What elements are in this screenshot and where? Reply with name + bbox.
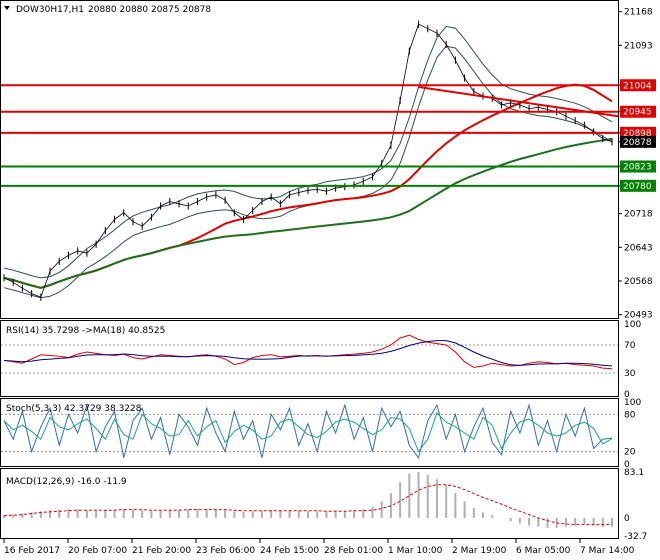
rsi-y-tick-label: 100: [624, 320, 641, 330]
stoch-y-tick-label: 0: [624, 460, 630, 470]
price-tag-label: 20945: [623, 108, 652, 118]
rsi-y-tick-label: 0: [624, 390, 630, 400]
price-y-tick-label: 20493: [624, 311, 653, 321]
price-tag-label: 20898: [623, 129, 652, 139]
stoch-main-line: [3, 403, 613, 459]
price-tag-label: 20878: [623, 138, 652, 148]
price-ohlc: 20880 20880 20875 20878: [88, 5, 211, 15]
stoch-signal-line: [3, 411, 613, 453]
rsi-ma-line: [3, 340, 613, 367]
macd-signal-line: [3, 484, 613, 526]
time-tick-label: 20 Feb 07:00: [68, 546, 127, 556]
time-tick-label: 24 Feb 15:00: [260, 546, 319, 556]
rsi-y-tick-label: 30: [624, 369, 636, 379]
price-y-tick-label: 20718: [624, 210, 653, 220]
collapse-triangle-icon[interactable]: [4, 6, 10, 10]
price-title: DOW30H17,H1: [16, 5, 84, 15]
rsi-title: RSI(14) 35.7298 ->MA(18) 40.8525: [6, 326, 165, 336]
price-y-tick-label: 21093: [624, 41, 653, 51]
macd-y-tick-label: -32.7: [624, 532, 647, 542]
trend-line: [418, 86, 619, 118]
ma-green-line: [3, 137, 613, 289]
time-tick-label: 28 Feb 01:00: [324, 546, 383, 556]
macd-y-tick-label: 83.1: [624, 468, 644, 478]
stoch-panel: 100 80 20 0 Stoch(5,3,3) 42.3729 38.3228: [0, 398, 641, 470]
price-y-tick-label: 21168: [624, 8, 653, 18]
stoch-y-tick-label: 80: [624, 410, 636, 420]
time-tick-label: 23 Feb 06:00: [196, 546, 255, 556]
macd-title: MACD(12,26,9) -16.0 -11.9: [6, 477, 127, 487]
time-tick-label: 21 Feb 20:00: [132, 546, 191, 556]
macd-panel-frame: [0, 468, 619, 539]
price-tag: [620, 179, 656, 192]
price-close-line: [3, 23, 613, 298]
time-axis: 16 Feb 2017 20 Feb 07:00 21 Feb 20:00 23 Fe…: [3, 539, 635, 556]
price-tag: [620, 135, 656, 148]
stoch-title: Stoch(5,3,3) 42.3729 38.3228: [6, 404, 142, 414]
price-y-tick-label: 20568: [624, 277, 653, 287]
time-tick-label: 7 Mar 14:00: [580, 546, 635, 556]
time-tick-label: 2 Mar 19:00: [452, 546, 507, 556]
price-tag: [620, 79, 656, 92]
price-tag-label: 20823: [623, 163, 652, 173]
stoch-y-tick-label: 20: [624, 448, 636, 458]
macd-panel: 83.1 0 -32.7 MACD(12,26,9) -16.0 -11.9: [0, 468, 647, 542]
rsi-y-tick-label: 70: [624, 341, 636, 351]
time-tick-label: 16 Feb 2017: [4, 546, 60, 556]
price-tag: [620, 105, 656, 118]
stoch-y-tick-label: 100: [624, 398, 641, 408]
macd-y-tick-label: 0: [624, 514, 630, 524]
price-tag-label: 21004: [623, 81, 652, 91]
price-tag: [620, 160, 656, 173]
rsi-panel-frame: [0, 320, 619, 397]
price-tag-label: 20780: [623, 182, 652, 192]
time-tick-label: 6 Mar 05:00: [516, 546, 571, 556]
time-tick-label: 1 Mar 10:00: [388, 546, 443, 556]
price-y-tick-label: 20643: [624, 243, 653, 253]
rsi-panel: 100 70 30 0 RSI(14) 35.7298 ->MA(18) 40.852…: [0, 320, 641, 400]
